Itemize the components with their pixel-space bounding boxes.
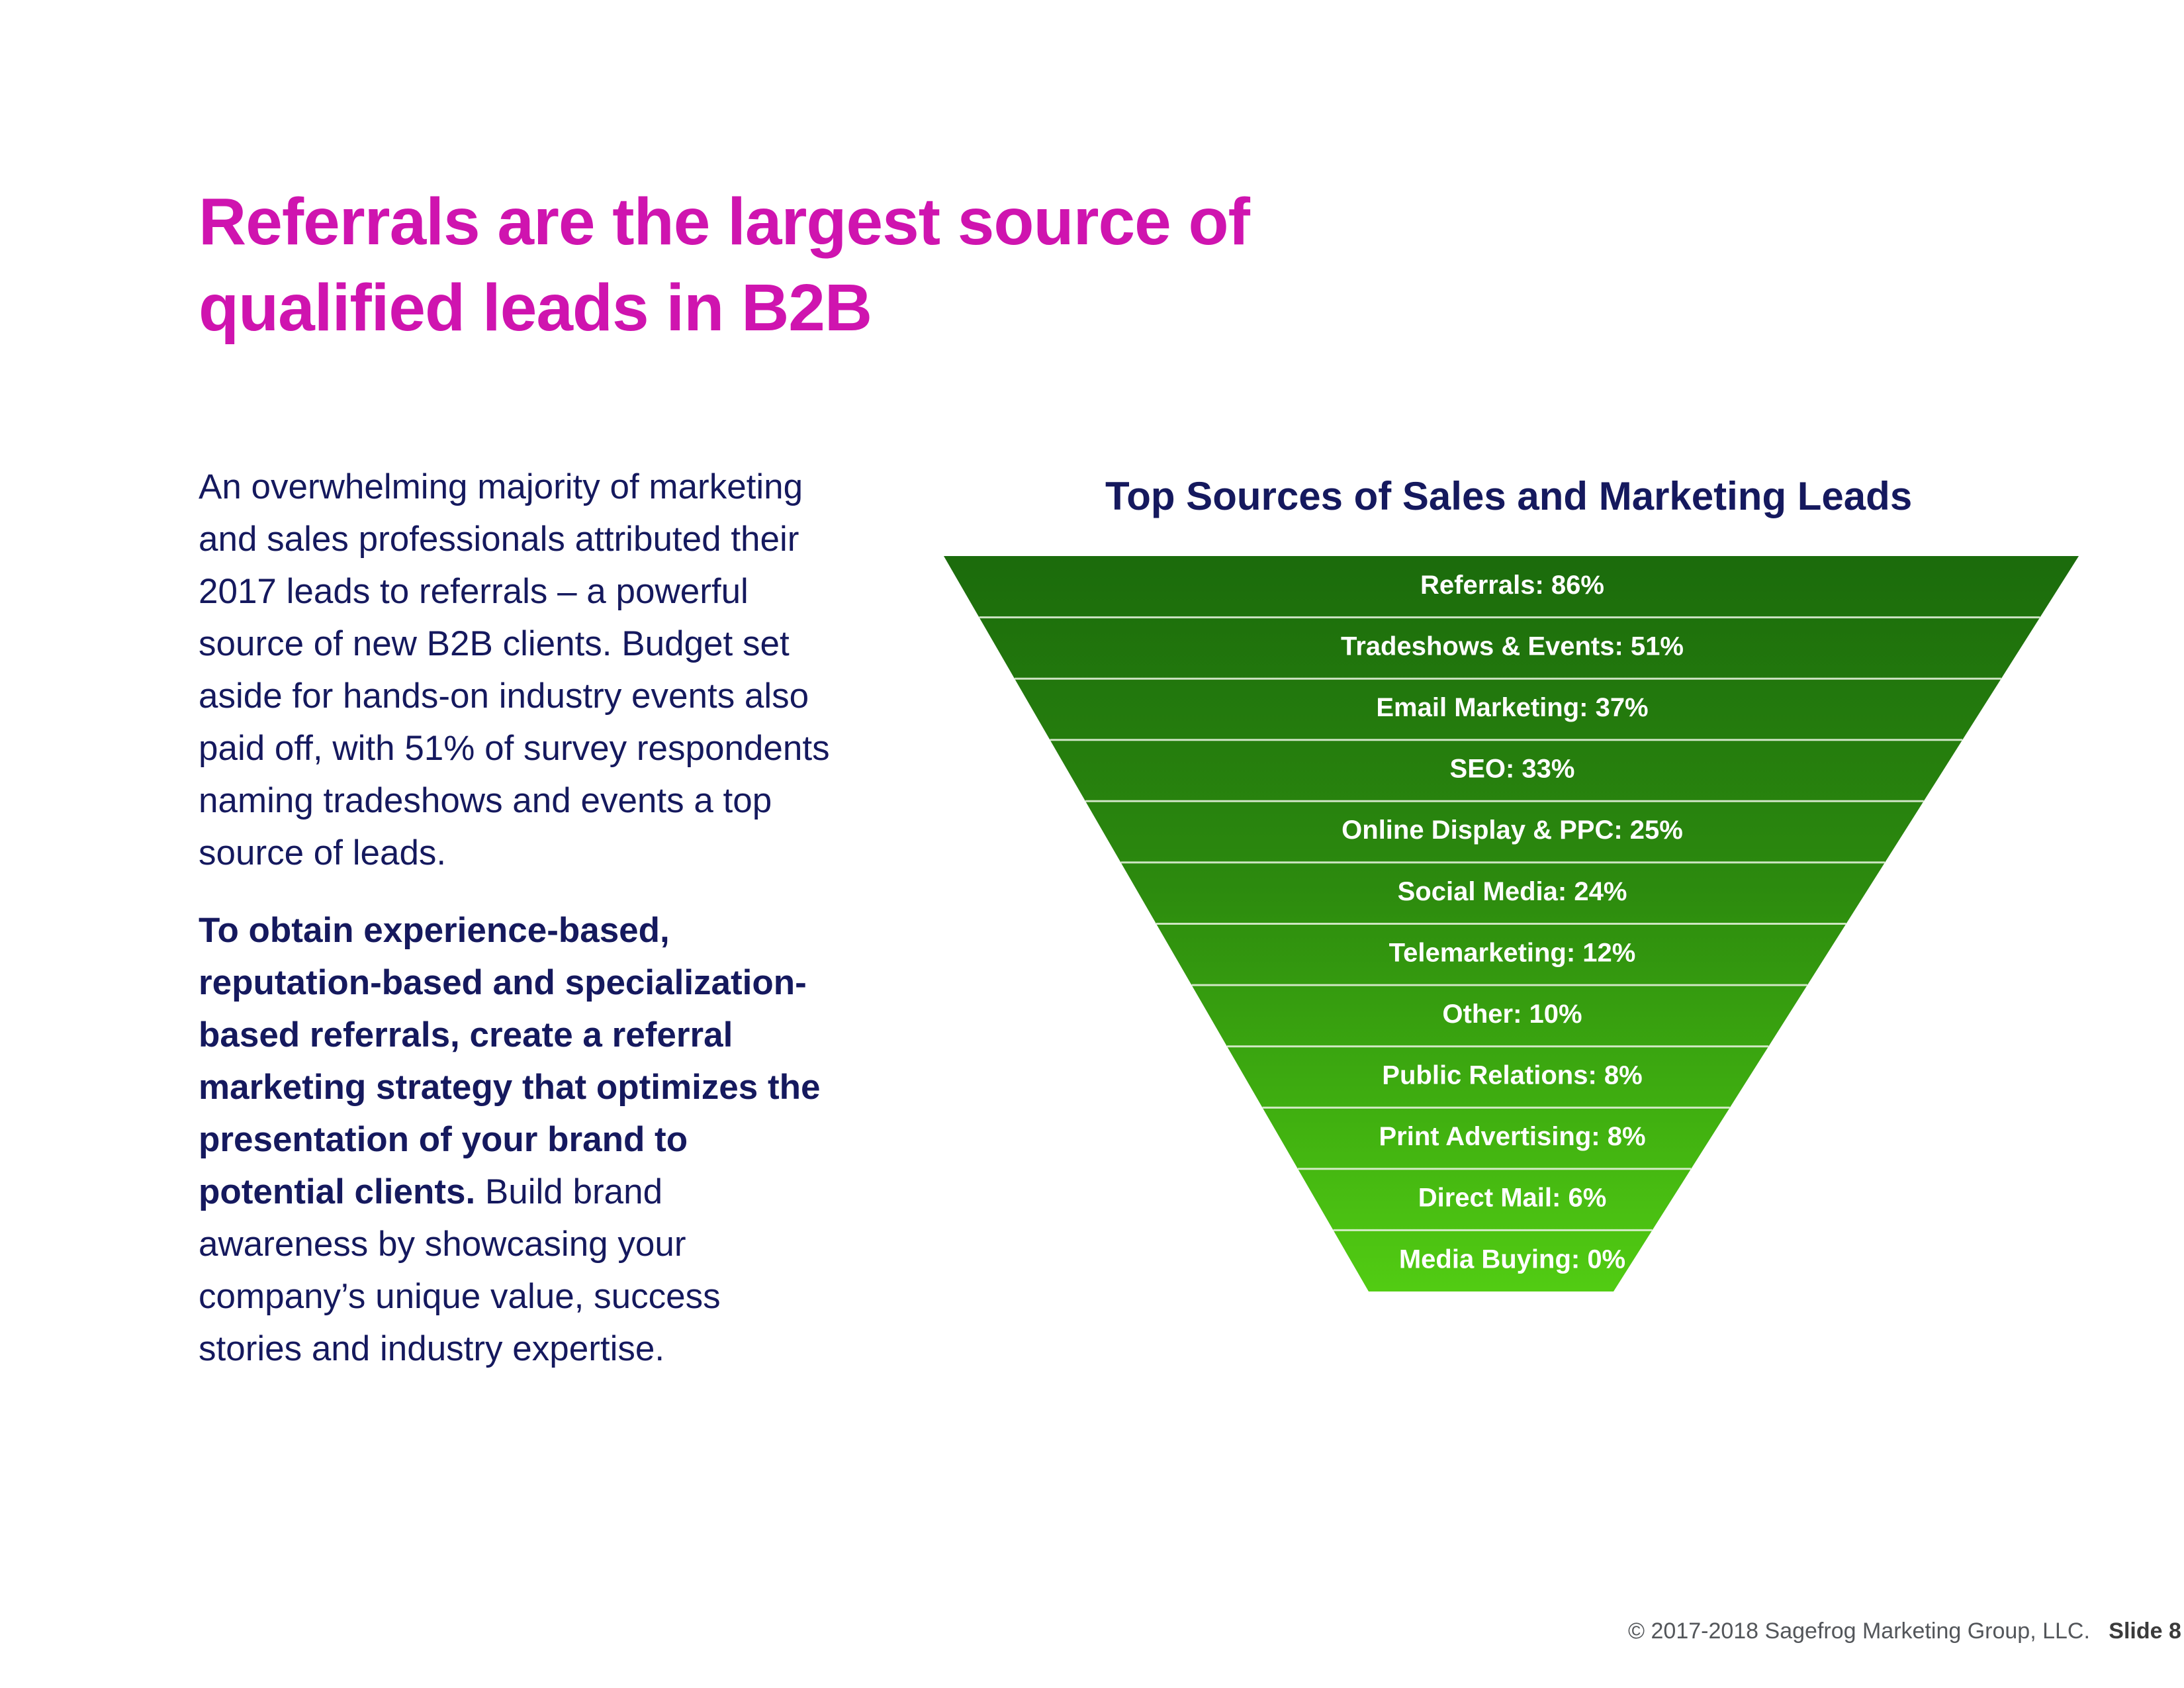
svg-text:Referrals: 86%: Referrals: 86% <box>1420 571 1604 600</box>
svg-text:Telemarketing: 12%: Telemarketing: 12% <box>1389 938 1636 967</box>
svg-text:Tradeshows & Events: 51%: Tradeshows & Events: 51% <box>1341 632 1684 661</box>
svg-text:Print Advertising: 8%: Print Advertising: 8% <box>1379 1122 1645 1151</box>
svg-text:Public Relations: 8%: Public Relations: 8% <box>1382 1061 1642 1090</box>
svg-text:Online Display & PPC: 25%: Online Display & PPC: 25% <box>1342 816 1683 845</box>
svg-text:Social Media: 24%: Social Media: 24% <box>1398 877 1627 906</box>
svg-text:Email Marketing: 37%: Email Marketing: 37% <box>1376 693 1648 722</box>
svg-text:SEO: 33%: SEO: 33% <box>1450 755 1575 784</box>
svg-text:Media Buying: 0%: Media Buying: 0% <box>1399 1244 1625 1274</box>
svg-text:Direct Mail: 6%: Direct Mail: 6% <box>1418 1184 1607 1213</box>
svg-text:Other: 10%: Other: 10% <box>1442 1000 1582 1029</box>
